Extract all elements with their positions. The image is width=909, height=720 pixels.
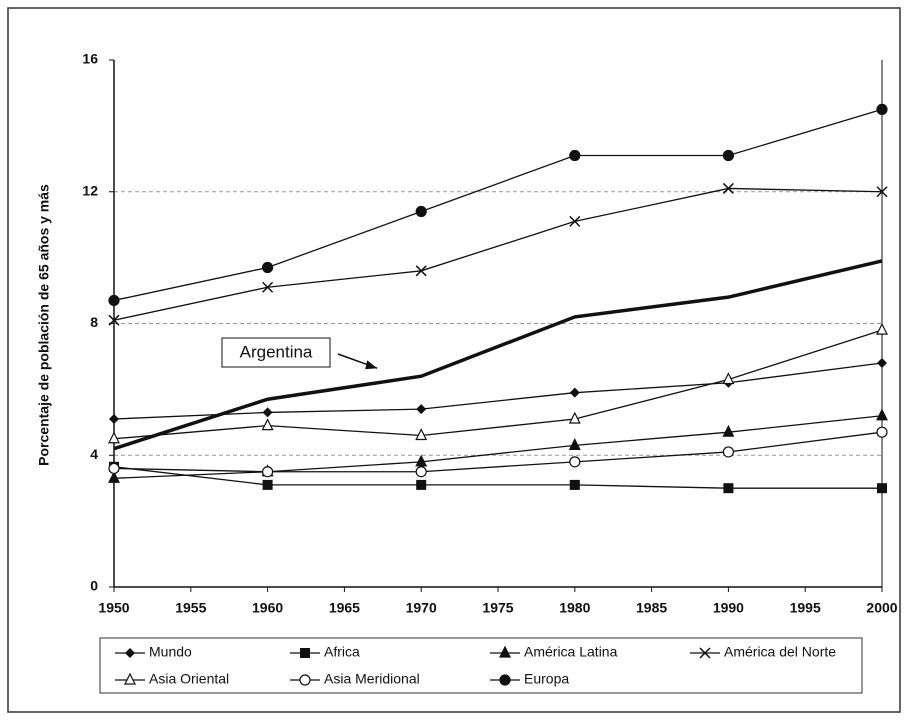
marker: [723, 483, 734, 494]
marker: [876, 408, 888, 421]
marker: [722, 182, 734, 194]
marker: [876, 186, 888, 198]
callout-box: [221, 337, 331, 368]
callout-label: Argentina: [240, 342, 313, 361]
x-tick-label: 1970: [406, 600, 437, 616]
series-line: [113, 108, 883, 302]
x-tick-label: 1995: [790, 600, 821, 616]
x-tick-label: 1955: [175, 600, 206, 616]
marker: [415, 466, 427, 478]
marker: [299, 674, 311, 686]
marker: [499, 645, 511, 658]
marker: [569, 387, 580, 398]
marker: [569, 456, 581, 468]
y-tick-label: 12: [82, 182, 98, 198]
x-tick-label: 1965: [329, 600, 360, 616]
x-tick-label: 1980: [559, 600, 590, 616]
legend-label: Africa: [324, 644, 360, 660]
series-line: [113, 187, 883, 321]
marker: [876, 322, 888, 335]
y-tick-label: 4: [90, 446, 98, 462]
y-tick-label: 8: [90, 314, 98, 330]
marker: [416, 479, 427, 490]
callout-arrowhead: [365, 360, 378, 370]
marker: [876, 426, 888, 438]
x-tick-label: 1990: [713, 600, 744, 616]
marker: [109, 414, 119, 425]
series-line: [113, 362, 883, 420]
series-line: [113, 431, 883, 473]
legend-label: Asia Oriental: [149, 671, 229, 687]
legend-label: América del Norte: [724, 644, 836, 660]
marker: [108, 431, 120, 444]
y-axis-label: Porcentaje de población de 65 años y más: [36, 184, 52, 466]
series-line: [113, 329, 883, 440]
marker: [125, 648, 135, 658]
marker: [876, 103, 888, 116]
frame: [7, 7, 901, 713]
marker: [262, 479, 273, 490]
marker: [568, 438, 581, 450]
marker: [877, 483, 887, 494]
marker: [569, 215, 581, 227]
marker: [262, 281, 274, 293]
marker: [568, 411, 581, 424]
marker: [108, 462, 120, 475]
legend-label: Europa: [524, 671, 569, 687]
legend-box: [99, 637, 863, 694]
marker: [262, 407, 273, 418]
series-line: [113, 259, 883, 451]
marker: [108, 470, 120, 483]
marker: [415, 205, 427, 218]
marker: [722, 424, 735, 437]
marker: [722, 372, 735, 385]
marker: [569, 149, 581, 162]
marker: [262, 261, 274, 274]
y-tick-label: 0: [90, 578, 98, 594]
marker: [108, 314, 120, 326]
marker: [499, 674, 511, 686]
marker: [415, 265, 427, 277]
marker: [262, 466, 274, 478]
marker: [722, 446, 735, 458]
legend-label: América Latina: [524, 644, 618, 660]
series-line: [113, 415, 883, 479]
marker: [124, 672, 136, 685]
x-tick-label: 1975: [482, 600, 513, 616]
marker: [569, 479, 580, 490]
x-tick-label: 1950: [98, 600, 129, 616]
marker: [415, 454, 428, 467]
x-tick-label: 1985: [636, 600, 667, 616]
legend-label: Mundo: [149, 644, 192, 660]
marker: [722, 149, 735, 162]
y-tick-label: 16: [82, 51, 98, 67]
x-tick-label: 2000: [866, 600, 897, 616]
marker: [261, 418, 274, 431]
marker: [699, 647, 711, 659]
legend-label: Asia Meridional: [324, 671, 420, 687]
marker: [108, 294, 120, 307]
series-line: [113, 466, 882, 489]
marker: [877, 358, 887, 369]
marker: [415, 428, 428, 441]
marker: [300, 648, 310, 658]
marker: [416, 404, 427, 415]
x-tick-label: 1960: [252, 600, 283, 616]
